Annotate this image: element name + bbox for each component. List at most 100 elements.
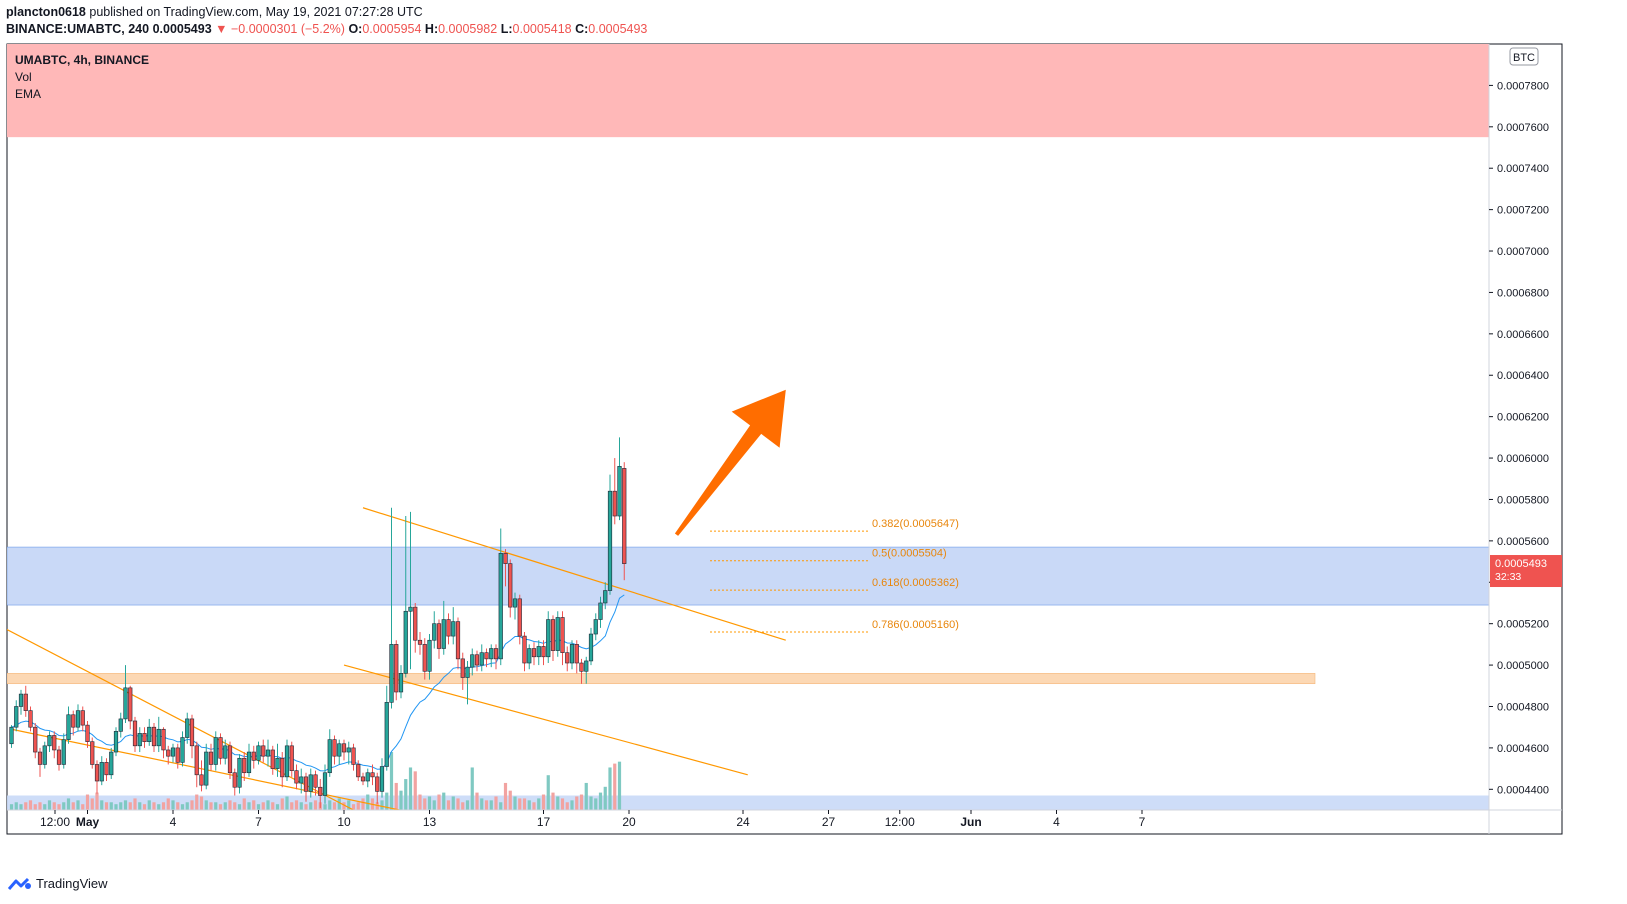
candle-body bbox=[446, 619, 451, 637]
candle-body bbox=[104, 762, 109, 776]
candle-body bbox=[14, 706, 19, 728]
volume-bar bbox=[608, 767, 612, 810]
legend-ema[interactable]: EMA bbox=[15, 87, 42, 101]
candle-body bbox=[550, 619, 556, 651]
candle-body bbox=[109, 751, 114, 776]
volume-bar bbox=[437, 794, 441, 810]
volume-bar bbox=[408, 767, 413, 810]
volume-bar bbox=[399, 790, 403, 810]
candle-body bbox=[465, 666, 470, 678]
candle-body bbox=[394, 644, 399, 693]
x-tick-label: 12:00 bbox=[885, 815, 915, 829]
volume-bar bbox=[351, 804, 356, 810]
volume-bar bbox=[161, 802, 166, 810]
volume-bar bbox=[38, 802, 42, 810]
volume-bar bbox=[28, 800, 33, 810]
candle-body bbox=[208, 751, 214, 765]
candle-body bbox=[218, 737, 223, 759]
candle-body bbox=[75, 710, 81, 728]
volume-bar bbox=[171, 800, 175, 810]
volume-bar bbox=[285, 796, 289, 810]
last-price-tag-countdown: 32:33 bbox=[1495, 571, 1521, 583]
volume-bar bbox=[214, 802, 218, 810]
volume-bar bbox=[337, 798, 341, 810]
candle-body bbox=[417, 639, 423, 645]
volume-bar bbox=[275, 804, 280, 810]
candle-body bbox=[470, 654, 475, 668]
candle-body bbox=[80, 710, 85, 726]
symbol-line: BINANCE:UMABTC, 240 bbox=[6, 22, 150, 36]
y-tick-label: 0.0006800 bbox=[1497, 287, 1549, 299]
candle-body bbox=[66, 714, 71, 740]
candle-body bbox=[204, 751, 209, 786]
candle-body bbox=[223, 745, 228, 759]
candle-body bbox=[142, 733, 147, 742]
candle-body bbox=[451, 621, 456, 637]
candle-body bbox=[503, 552, 508, 564]
volume-bar bbox=[309, 802, 313, 810]
volume-bar bbox=[598, 792, 603, 810]
candle-body bbox=[508, 563, 513, 608]
volume-bar bbox=[565, 802, 569, 810]
fib-label: 0.618(0.0005362) bbox=[872, 577, 959, 589]
candle-body bbox=[555, 617, 560, 651]
price-change: ▼ −0.0000301 (−5.2%) bbox=[215, 22, 345, 36]
volume-bar bbox=[551, 792, 555, 810]
candle-body bbox=[322, 772, 328, 796]
volume-bar bbox=[147, 800, 151, 810]
volume-bar bbox=[109, 802, 113, 810]
candle-body bbox=[151, 726, 157, 747]
volume-bar bbox=[280, 798, 284, 810]
legend-symbol: UMABTC, 4h, BINANCE bbox=[15, 53, 149, 67]
candle-body bbox=[327, 739, 332, 774]
candle-body bbox=[18, 693, 24, 707]
volume-bar bbox=[128, 802, 132, 810]
footer-brand[interactable]: TradingView bbox=[8, 876, 108, 891]
volume-bar bbox=[204, 800, 208, 810]
fib-label: 0.5(0.0005504) bbox=[872, 548, 947, 560]
volume-bar bbox=[323, 804, 327, 810]
y-tick-label: 0.0006400 bbox=[1497, 370, 1549, 382]
volume-bar bbox=[138, 802, 142, 810]
candle-body bbox=[517, 598, 522, 637]
candle-body bbox=[541, 646, 546, 658]
y-tick-label: 0.0006600 bbox=[1497, 329, 1549, 341]
candle-body bbox=[318, 786, 323, 796]
chart-legend: UMABTC, 4h, BINANCE Vol EMA bbox=[15, 52, 149, 103]
legend-vol[interactable]: Vol bbox=[15, 70, 32, 84]
volume-bar bbox=[375, 802, 379, 810]
candle-body bbox=[303, 776, 309, 792]
publisher-name[interactable]: plancton0618 bbox=[6, 5, 86, 19]
volume-bar bbox=[299, 802, 303, 810]
candle-body bbox=[337, 743, 342, 757]
candle-body bbox=[512, 598, 518, 608]
candle-body bbox=[242, 757, 247, 774]
volume-bar bbox=[366, 794, 370, 810]
x-tick-label: 4 bbox=[170, 815, 177, 829]
volume-bar bbox=[71, 802, 75, 810]
candle-body bbox=[565, 652, 570, 664]
candle-body bbox=[384, 702, 389, 767]
volume-bar bbox=[90, 798, 94, 810]
volume-bar bbox=[252, 800, 256, 810]
candle-body bbox=[118, 718, 123, 732]
fib-label: 0.382(0.0005647) bbox=[872, 518, 959, 530]
volume-bar bbox=[480, 798, 484, 810]
currency-badge-label: BTC bbox=[1513, 52, 1535, 64]
candle-body bbox=[584, 660, 589, 672]
x-tick-label: 13 bbox=[423, 815, 437, 829]
y-tick-label: 0.0005200 bbox=[1497, 619, 1549, 631]
candle-body bbox=[161, 728, 166, 751]
x-tick-label: 24 bbox=[736, 815, 750, 829]
candle-body bbox=[346, 747, 351, 753]
candle-body bbox=[99, 762, 104, 782]
volume-bar bbox=[499, 802, 503, 810]
target-arrow bbox=[674, 389, 786, 536]
candle-body bbox=[413, 606, 418, 641]
y-tick-label: 0.0004600 bbox=[1497, 743, 1549, 755]
candle-body bbox=[185, 718, 190, 738]
candle-body bbox=[42, 745, 47, 765]
volume-bar bbox=[119, 802, 123, 810]
volume-bar bbox=[532, 802, 536, 810]
